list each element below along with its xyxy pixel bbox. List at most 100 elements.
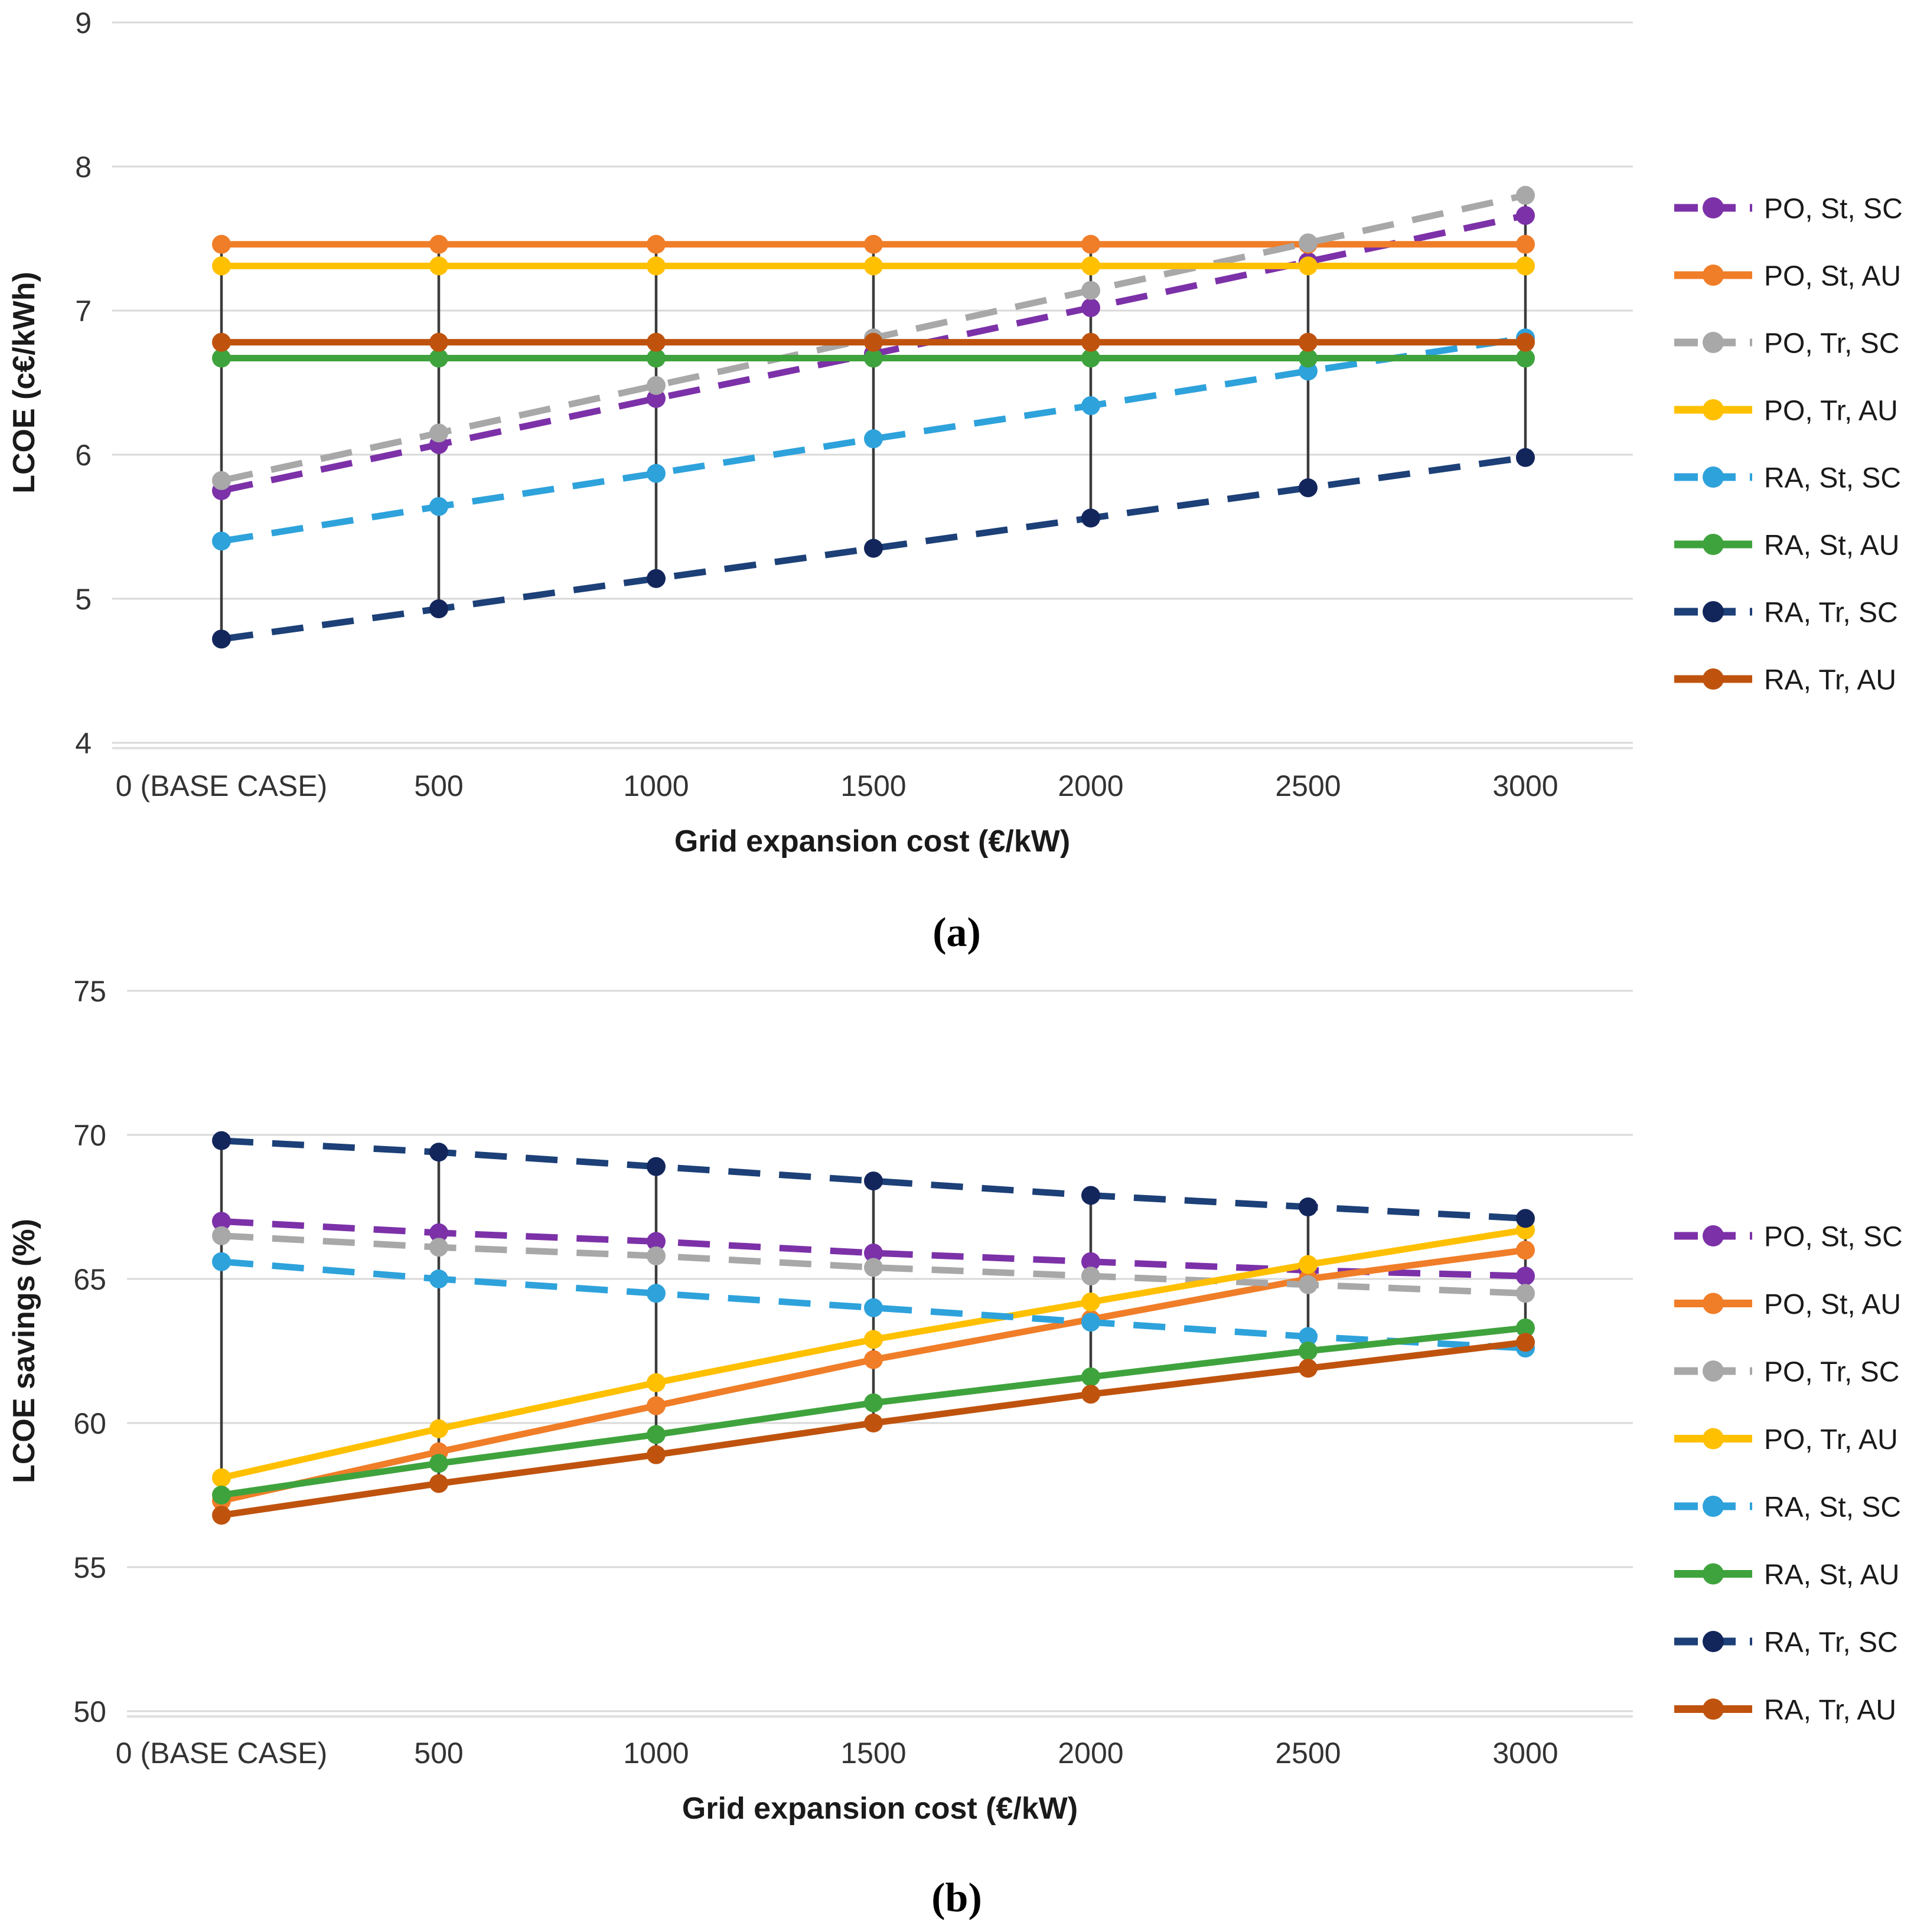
data-point (429, 1223, 448, 1242)
legend-label: PO, Tr, SC (1764, 1356, 1899, 1388)
data-point (212, 531, 231, 551)
chart-a-lcoe: 9 8 7 6 5 4 0 (BASE CASE) 500 1000 1500 2000 2500 3… (7, 6, 1903, 859)
data-point (647, 464, 666, 483)
data-point (429, 234, 448, 254)
data-point (864, 1350, 883, 1369)
data-point (647, 1396, 666, 1415)
data-point (864, 348, 883, 368)
data-point (212, 256, 231, 276)
legend-marker (1703, 534, 1724, 555)
data-point (647, 1445, 666, 1464)
data-point (429, 1419, 448, 1438)
legend-item-ra-tr-au: RA, Tr, AU (1674, 664, 1896, 696)
data-point (1081, 1385, 1100, 1404)
legend-label: PO, St, SC (1764, 193, 1903, 224)
legend-marker (1703, 668, 1724, 690)
y-tick-label: 55 (73, 1551, 106, 1584)
legend-label: PO, St, AU (1764, 1289, 1901, 1320)
legend-marker (1703, 1360, 1724, 1382)
data-point (1081, 1267, 1100, 1286)
legend-item-po-st-au: PO, St, AU (1674, 1289, 1901, 1320)
legend-marker (1703, 399, 1724, 420)
legend-item-ra-tr-sc: RA, Tr, SC (1674, 1627, 1898, 1658)
data-point (1081, 234, 1100, 254)
data-point (429, 332, 448, 352)
data-point (1516, 1267, 1535, 1286)
data-point (212, 1212, 231, 1231)
data-point (1299, 348, 1318, 368)
series-markers-a (212, 185, 1535, 649)
y-tick-label: 4 (75, 727, 92, 760)
data-point (864, 1298, 883, 1317)
data-point (864, 1244, 883, 1263)
legend-item-po-tr-au: PO, Tr, AU (1674, 395, 1898, 426)
legend-label: PO, Tr, AU (1764, 1424, 1898, 1455)
data-point (647, 1284, 666, 1303)
data-point (212, 1486, 231, 1505)
legend-label: PO, Tr, AU (1764, 395, 1898, 426)
data-point (1516, 1333, 1535, 1352)
legend-marker (1703, 1496, 1724, 1517)
data-point (864, 234, 883, 254)
x-axis-title-a: Grid expansion cost (€/kW) (674, 824, 1070, 859)
y-axis-title-b: LCOE savings (%) (7, 1219, 41, 1483)
data-point (1081, 1252, 1100, 1271)
legend-label: RA, Tr, AU (1764, 1695, 1896, 1726)
data-point (647, 569, 666, 588)
legend-item-po-st-sc: PO, St, SC (1674, 193, 1903, 224)
legend-marker (1703, 1631, 1724, 1652)
data-point (429, 1143, 448, 1162)
data-point (429, 348, 448, 368)
data-point (1516, 448, 1535, 467)
data-point (212, 629, 231, 649)
legend-item-po-tr-sc: PO, Tr, SC (1674, 1356, 1899, 1388)
data-point (864, 332, 883, 352)
data-point (429, 423, 448, 443)
data-point (864, 429, 883, 449)
data-point (1516, 256, 1535, 276)
data-point (429, 1269, 448, 1288)
x-tick-label: 0 (BASE CASE) (116, 1737, 327, 1770)
legend-marker (1703, 265, 1724, 286)
legend-label: RA, Tr, SC (1764, 1627, 1898, 1658)
data-point (429, 1238, 448, 1257)
data-point (212, 1468, 231, 1487)
x-tick-labels-a: 0 (BASE CASE) 500 1000 1500 2000 2500 3000 (116, 769, 1558, 802)
y-tick-label: 50 (73, 1695, 106, 1728)
legend-marker (1703, 1698, 1724, 1720)
legend-label: RA, Tr, AU (1764, 664, 1896, 696)
data-point (647, 234, 666, 254)
x-axis-title-b: Grid expansion cost (€/kW) (682, 1791, 1078, 1826)
legend-label: RA, St, AU (1764, 530, 1899, 561)
data-point (1299, 233, 1318, 253)
legend-label: PO, St, SC (1764, 1221, 1903, 1252)
legend-marker (1703, 466, 1724, 488)
data-point (647, 348, 666, 368)
x-tick-label: 2500 (1275, 769, 1341, 802)
data-point (1299, 256, 1318, 276)
legend-label: RA, Tr, SC (1764, 597, 1898, 628)
data-point (212, 1252, 231, 1271)
legend-item-ra-tr-au: RA, Tr, AU (1674, 1695, 1896, 1726)
legend-item-po-st-au: PO, St, AU (1674, 260, 1901, 292)
y-tick-label: 75 (73, 975, 106, 1008)
y-tick-label: 65 (73, 1263, 106, 1296)
data-point (1081, 1186, 1100, 1205)
data-point (647, 1425, 666, 1444)
data-point (212, 1131, 231, 1150)
x-tick-label: 2000 (1058, 1737, 1123, 1770)
legend-marker (1703, 197, 1724, 218)
legend-marker (1703, 1563, 1724, 1585)
data-point (864, 1258, 883, 1277)
data-point (1081, 298, 1100, 318)
data-point (212, 234, 231, 254)
legend-item-ra-st-sc: RA, St, SC (1674, 462, 1901, 494)
data-point (864, 256, 883, 276)
data-point (864, 1171, 883, 1191)
data-point (647, 1157, 666, 1176)
data-point (1516, 348, 1535, 368)
y-tick-label: 9 (75, 6, 92, 40)
caption-a: (a) (932, 910, 981, 955)
